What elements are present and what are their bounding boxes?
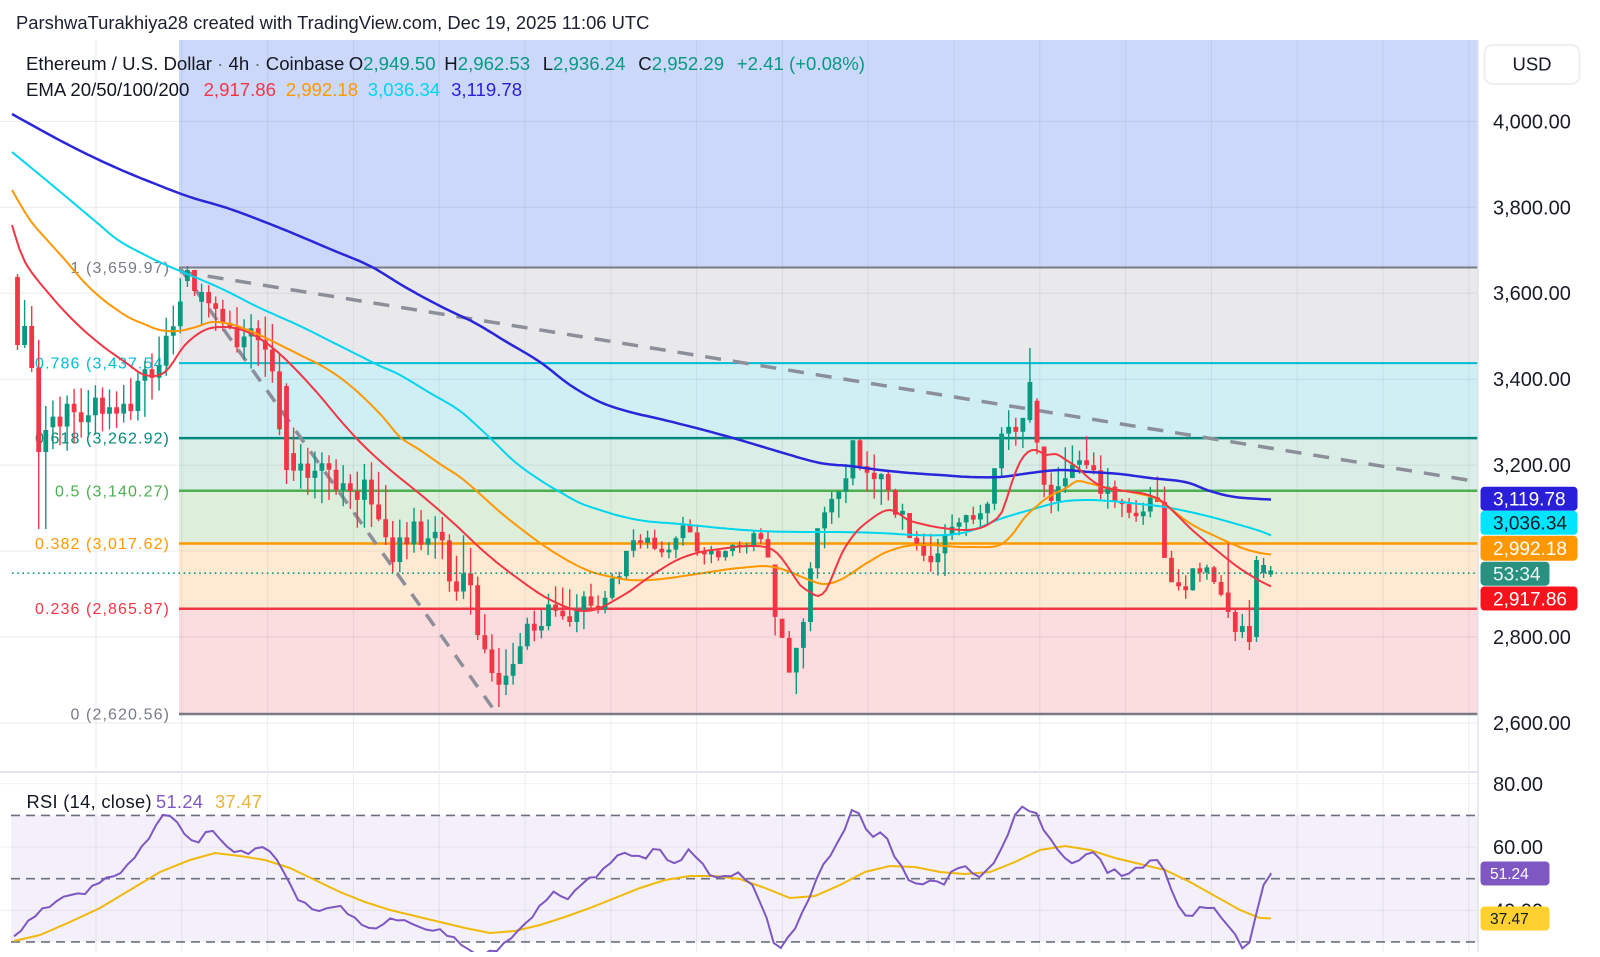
- svg-text:3,036.34: 3,036.34: [1493, 514, 1567, 535]
- svg-text:0.382 (3,017.62): 0.382 (3,017.62): [35, 536, 170, 553]
- svg-text:0.618 (3,262.92): 0.618 (3,262.92): [35, 431, 170, 448]
- svg-text:60.00: 60.00: [1493, 837, 1543, 859]
- svg-text:3,600.00: 3,600.00: [1493, 283, 1571, 305]
- svg-text:51.24: 51.24: [1490, 866, 1529, 883]
- svg-text:0 (2,620.56): 0 (2,620.56): [71, 707, 170, 724]
- svg-text:3,800.00: 3,800.00: [1493, 197, 1571, 219]
- svg-text:ParshwaTurakhiya28 created wit: ParshwaTurakhiya28 created with TradingV…: [16, 12, 649, 33]
- svg-text:2,800.00: 2,800.00: [1493, 627, 1571, 649]
- svg-text:1 (3,659.97): 1 (3,659.97): [71, 260, 170, 277]
- svg-text:USD: USD: [1512, 54, 1551, 75]
- svg-text:Ethereum / U.S. Dollar · 4h ·: Ethereum / U.S. Dollar · 4h · Coinbase O2…: [26, 53, 865, 74]
- svg-text:0.5 (3,140.27): 0.5 (3,140.27): [55, 483, 170, 500]
- svg-text:2,917.86: 2,917.86: [1493, 589, 1567, 610]
- svg-text:3,400.00: 3,400.00: [1493, 369, 1571, 391]
- svg-text:80.00: 80.00: [1493, 774, 1543, 796]
- svg-text:2,992.18: 2,992.18: [1493, 539, 1567, 560]
- svg-text:0.786 (3,437.54): 0.786 (3,437.54): [35, 356, 170, 373]
- svg-text:37.47: 37.47: [1490, 911, 1529, 928]
- svg-text:4,000.00: 4,000.00: [1493, 111, 1571, 133]
- svg-text:2,600.00: 2,600.00: [1493, 713, 1571, 735]
- svg-text:3,200.00: 3,200.00: [1493, 455, 1571, 477]
- svg-text:3,119.78: 3,119.78: [1493, 490, 1566, 511]
- svg-text:53:34: 53:34: [1493, 565, 1541, 586]
- svg-text:0.236 (2,865.87): 0.236 (2,865.87): [35, 601, 170, 618]
